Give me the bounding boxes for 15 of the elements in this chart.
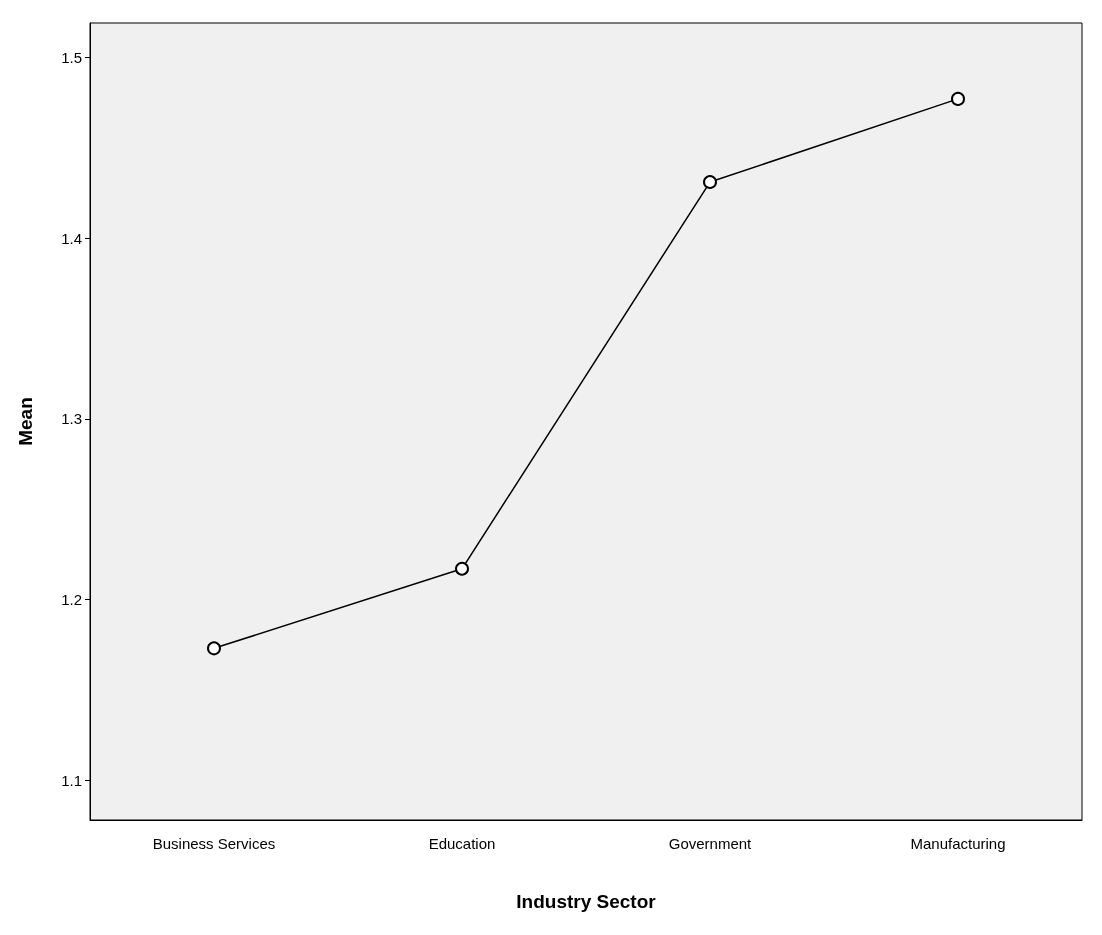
y-tick-label: 1.2 [61, 591, 82, 609]
x-tick-label: Business Services [152, 835, 276, 852]
x-axis-title: Industry Sector [516, 891, 657, 912]
point [455, 561, 469, 576]
point [951, 91, 965, 106]
y-tick-label: 1.1 [61, 771, 82, 789]
x-tick-label: Education [428, 835, 496, 852]
x-tick-label: Manufacturing [910, 835, 1006, 852]
point [207, 641, 221, 656]
x-tick-label: Government [668, 835, 753, 852]
y-axis-title: Mean [15, 397, 36, 446]
y-tick-label: 1.5 [61, 48, 82, 66]
y-tick-label: 1.3 [61, 410, 82, 428]
y-tick-label: 1.4 [61, 229, 82, 247]
point [703, 175, 717, 190]
